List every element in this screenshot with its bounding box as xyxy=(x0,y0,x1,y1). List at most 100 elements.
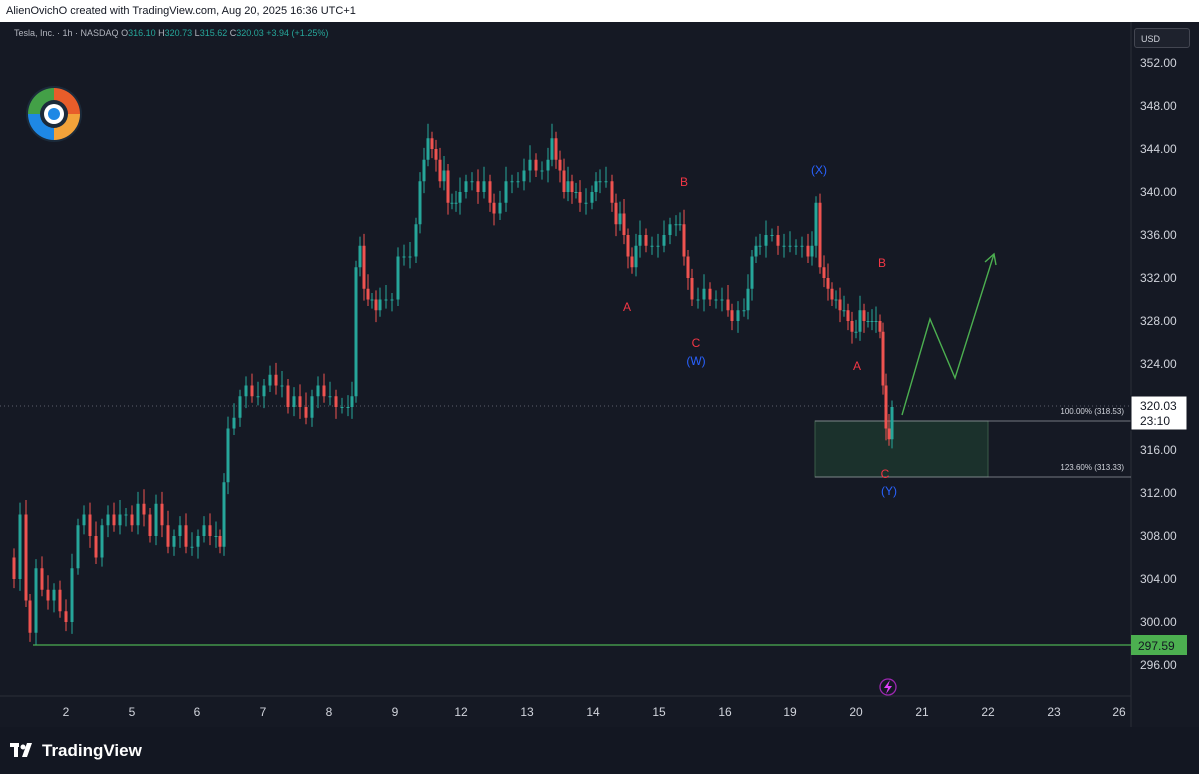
last-price-badge: 320.03 23:10 xyxy=(1130,395,1188,431)
wave-label-b1: B xyxy=(680,175,688,189)
candle xyxy=(764,220,768,258)
candle xyxy=(788,231,792,253)
candle xyxy=(522,158,526,191)
candle xyxy=(881,322,885,395)
footer-bar: TradingView xyxy=(0,727,1199,774)
candle xyxy=(590,185,594,210)
candle xyxy=(750,250,754,301)
candle xyxy=(422,147,426,194)
candle xyxy=(184,513,188,554)
brand-name: TradingView xyxy=(42,741,142,760)
candle xyxy=(178,516,182,548)
candle xyxy=(482,166,486,199)
candle xyxy=(720,287,724,312)
symbol-legend[interactable]: Tesla, Inc. · 1h · NASDAQ O316.10 H320.7… xyxy=(14,28,328,38)
candle xyxy=(136,491,140,535)
price-tick-label: 344.00 xyxy=(1140,142,1177,156)
fib-label-100: 100.00% (318.53) xyxy=(1060,407,1124,416)
candle xyxy=(558,150,562,183)
low-value: 315.62 xyxy=(199,28,228,38)
candle xyxy=(286,379,290,414)
candle xyxy=(754,236,758,263)
wave-label-c2: C xyxy=(881,467,890,481)
close-value: 320.03 xyxy=(236,28,264,38)
open-value: 316.10 xyxy=(128,28,156,38)
swirl-logo-icon xyxy=(24,84,84,149)
candle xyxy=(870,309,874,331)
time-tick-label: 26 xyxy=(1112,705,1126,719)
candle xyxy=(34,559,38,645)
candle xyxy=(46,575,50,610)
candle xyxy=(746,274,750,320)
candle xyxy=(510,174,514,194)
time-tick-label: 21 xyxy=(915,705,929,719)
candle xyxy=(884,373,888,441)
candle xyxy=(160,491,164,538)
wave-label-c1: C xyxy=(692,336,701,350)
time-tick-label: 9 xyxy=(392,705,399,719)
candle xyxy=(378,287,382,317)
candle xyxy=(24,499,28,607)
symbol-name: Tesla, Inc. · 1h · NASDAQ xyxy=(14,28,119,38)
candle xyxy=(390,293,394,312)
candle xyxy=(696,287,700,309)
price-tick-label: 340.00 xyxy=(1140,185,1177,199)
tradingview-brand[interactable]: TradingView xyxy=(10,741,142,761)
candle xyxy=(396,247,400,306)
candle xyxy=(196,529,200,559)
price-axis[interactable]: 352.00 348.00 344.00 340.00 336.00 332.00 328.… xyxy=(1140,56,1177,672)
price-tick-label: 316.00 xyxy=(1140,443,1177,457)
candle xyxy=(610,174,614,212)
lightning-icon[interactable] xyxy=(879,678,897,696)
candle xyxy=(402,244,406,266)
low-label: L xyxy=(194,28,200,38)
time-tick-label: 14 xyxy=(586,705,600,719)
attribution-text: AlienOvichO created with TradingView.com… xyxy=(6,5,356,17)
candle xyxy=(226,416,230,495)
price-tick-label: 308.00 xyxy=(1140,529,1177,543)
candle xyxy=(142,489,146,527)
candle xyxy=(702,274,706,312)
candle xyxy=(408,241,412,269)
candle xyxy=(346,395,350,417)
fib-zone xyxy=(814,420,989,478)
candle xyxy=(328,381,332,406)
candle xyxy=(826,263,830,301)
price-tick-label: 352.00 xyxy=(1140,56,1177,70)
candle xyxy=(540,161,544,180)
candle xyxy=(298,384,302,419)
candle xyxy=(554,131,558,169)
candle xyxy=(166,510,170,554)
candle xyxy=(214,521,218,548)
candle xyxy=(618,201,622,231)
candle xyxy=(878,314,882,339)
candle xyxy=(124,508,128,527)
wave-label-b2: B xyxy=(878,256,886,270)
candle xyxy=(250,373,254,403)
time-axis[interactable]: 2 5 6 7 8 9 12 13 14 15 16 19 20 21 22 23 26 xyxy=(63,705,1126,719)
time-tick-label: 22 xyxy=(981,705,995,719)
candle xyxy=(714,290,718,309)
chart-pane[interactable]: 100.00% (318.53) 123.60% (313.33) B A C … xyxy=(0,22,1199,727)
candle xyxy=(594,172,598,202)
candle xyxy=(256,381,260,406)
candle xyxy=(638,220,642,258)
change-value: +3.94 (+1.25%) xyxy=(266,28,329,38)
candle xyxy=(690,268,694,306)
candle xyxy=(668,217,672,245)
open-label: O xyxy=(121,28,129,38)
candle xyxy=(28,594,32,642)
candle xyxy=(470,172,474,191)
currency-button[interactable]: USD xyxy=(1134,28,1190,48)
candle xyxy=(366,274,370,306)
candle xyxy=(842,295,846,317)
candle xyxy=(172,529,176,556)
candle xyxy=(148,508,152,543)
close-label: C xyxy=(229,28,237,38)
candle xyxy=(626,228,630,269)
price-chart[interactable]: 100.00% (318.53) 123.60% (313.33) B A C … xyxy=(0,22,1199,727)
candle xyxy=(682,209,686,266)
price-tick-label: 328.00 xyxy=(1140,314,1177,328)
wave-label-a1: A xyxy=(623,300,631,314)
candle xyxy=(742,298,746,317)
